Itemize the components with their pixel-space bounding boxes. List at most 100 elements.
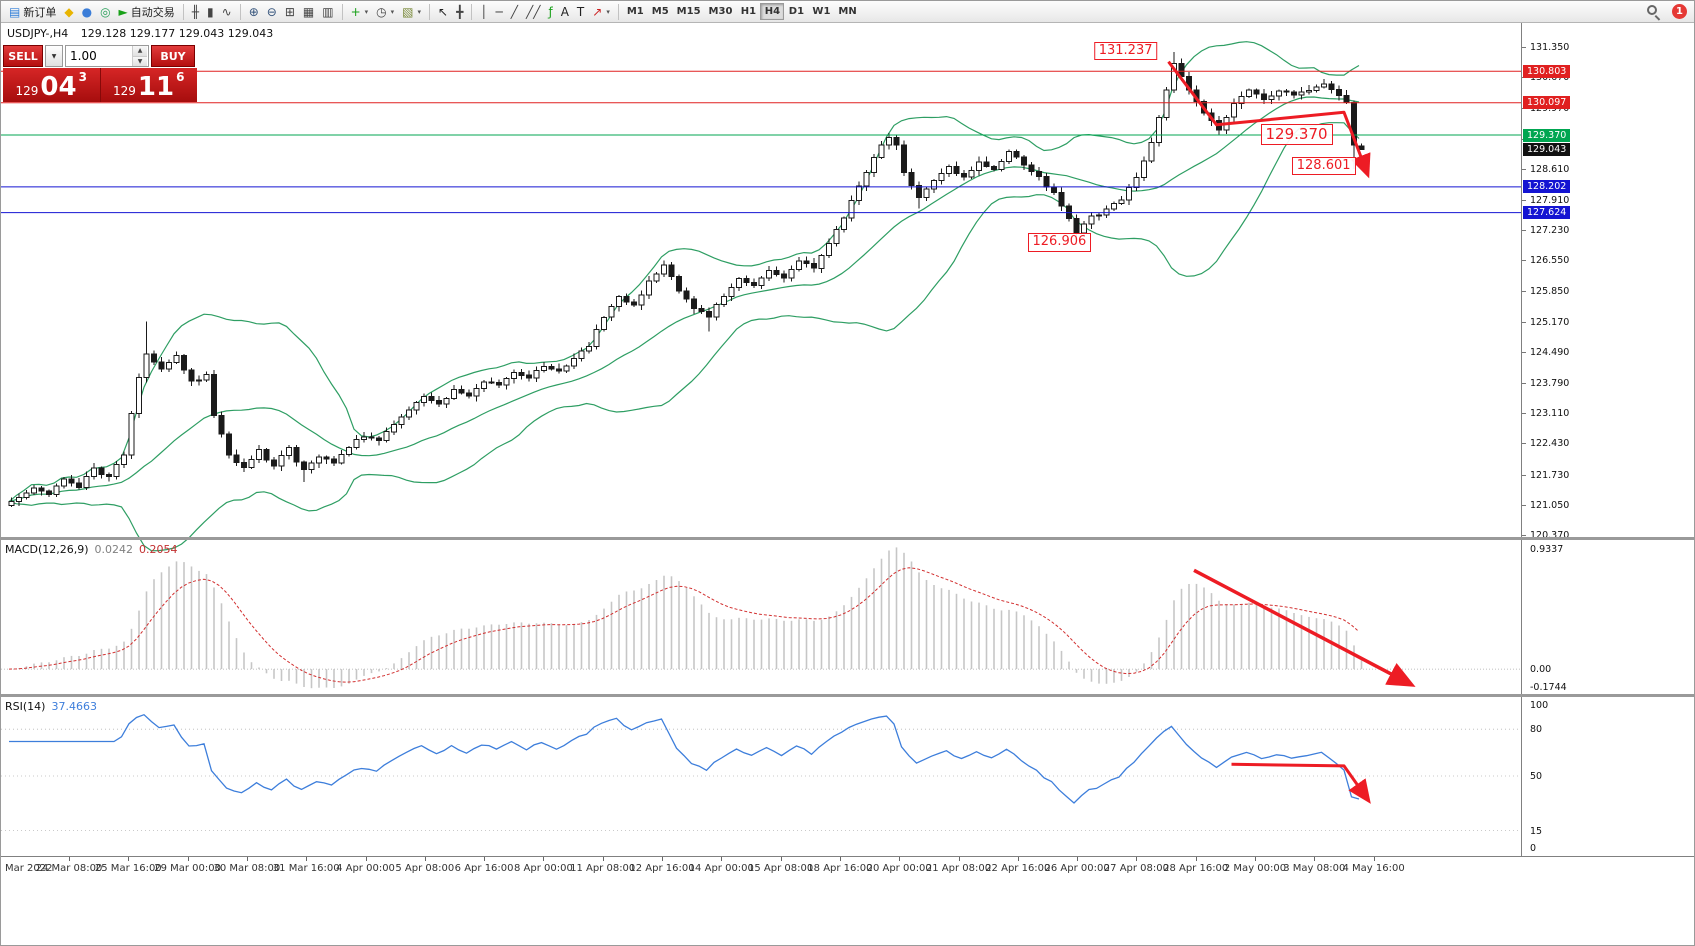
templates-icon: ▧	[402, 4, 414, 19]
buy-price[interactable]: 129 11 6	[100, 68, 197, 102]
timeframe-w1-button[interactable]: W1	[808, 3, 834, 20]
chart-title: USDJPY-,H4 129.128 129.177 129.043 129.0…	[7, 27, 273, 40]
price-scale-tick	[1522, 199, 1526, 201]
volume-input[interactable]	[66, 46, 132, 66]
price-scale-tick	[1522, 351, 1526, 353]
panel-separator[interactable]	[1, 537, 1694, 540]
price-scale-label: 125.170	[1530, 316, 1570, 328]
community-icon: ◎	[100, 4, 111, 19]
equidistant-channel-button[interactable]: ╱╱	[522, 3, 544, 21]
buy-price-big: 129	[113, 84, 136, 98]
price-scale[interactable]: 131.350130.670129.970129.290128.610127.9…	[1521, 1, 1694, 856]
metaeditor-button[interactable]: ◆	[60, 3, 77, 21]
trade-panel-controls: SELL ▼ ▲ ▼ BUY	[3, 45, 197, 67]
auto-scroll-button[interactable]: ▥	[318, 3, 337, 21]
time-axis-tick	[246, 857, 248, 861]
macd-scale-label: 0.00	[1530, 664, 1552, 676]
time-axis-label: 3 May 08:00	[1283, 863, 1346, 874]
time-axis-tick	[69, 857, 70, 861]
timeframe-h1-button[interactable]: H1	[736, 3, 760, 20]
arrows-button[interactable]: ↗ ▾	[588, 3, 614, 21]
time-axis-tick	[543, 857, 545, 861]
rsi-name: RSI(14)	[5, 700, 46, 713]
toolbar-separator	[617, 3, 619, 20]
cascade-windows-icon: ▦	[302, 4, 315, 19]
ohlc-values: 129.128 129.177 129.043 129.043	[80, 27, 274, 40]
buy-button[interactable]: BUY	[151, 45, 195, 67]
equidistant-channel-icon: ╱╱	[526, 4, 541, 19]
sell-button[interactable]: SELL	[3, 45, 43, 67]
volume-preset-dropdown[interactable]: ▼	[45, 45, 63, 67]
trendline-button[interactable]: ╱	[507, 3, 522, 21]
indicators-button[interactable]: + ▾	[347, 3, 373, 21]
volume-decrease-button[interactable]: ▼	[133, 56, 147, 66]
candlestick-chart-button[interactable]: ▮	[203, 3, 218, 21]
timeframe-h4-button[interactable]: H4	[760, 3, 785, 20]
price-scale-label: 131.350	[1530, 42, 1570, 53]
search-icon[interactable]	[1645, 3, 1662, 21]
time-axis-tick	[662, 857, 663, 861]
auto-trading-button[interactable]: ► 自动交易	[115, 3, 179, 21]
sell-price-pips: 04	[40, 72, 77, 102]
cursor-button[interactable]: ↖	[434, 3, 452, 21]
time-axis[interactable]: Mar 2022 24 Mar 08:00 25 Mar 16:00 29 Mar 0…	[1, 856, 1694, 878]
chevron-down-icon: ▾	[390, 7, 395, 16]
price-scale-tick	[1522, 168, 1526, 170]
metaeditor-icon: ◆	[64, 4, 74, 19]
fibonacci-button[interactable]: ƒ	[544, 3, 556, 21]
timeframe-d1-button[interactable]: D1	[784, 3, 808, 20]
text-label-button[interactable]: T	[573, 3, 588, 21]
timeframe-mn-button[interactable]: MN	[834, 3, 860, 20]
toolbar-separator	[429, 3, 430, 20]
community-button[interactable]: ◎	[96, 3, 114, 21]
bar-chart-button[interactable]: ╫	[188, 3, 203, 21]
auto-trading-label: 自动交易	[130, 5, 175, 19]
periods-icon: ◷	[376, 4, 387, 19]
profile-button[interactable]: ●	[78, 3, 96, 21]
new-order-icon: ▤	[9, 4, 21, 19]
price-scale-tick	[1522, 230, 1526, 232]
time-axis-tick	[839, 857, 841, 861]
timeframe-m15-button[interactable]: M15	[673, 3, 705, 20]
price-scale-label: 121.050	[1530, 499, 1570, 511]
line-chart-button[interactable]: ∿	[218, 3, 236, 21]
timeframe-m5-button[interactable]: M5	[648, 3, 673, 20]
horizontal-line-icon: ─	[495, 4, 503, 19]
chevron-down-icon: ▾	[606, 7, 610, 16]
zoom-out-icon: ⊖	[266, 4, 277, 19]
volume-increase-button[interactable]: ▲	[133, 46, 147, 57]
timeframe-m30-button[interactable]: M30	[705, 3, 737, 20]
toolbar-separator	[341, 3, 343, 20]
time-axis-tick	[424, 857, 426, 861]
time-axis-tick	[1314, 857, 1316, 861]
cascade-windows-button[interactable]: ▦	[299, 3, 318, 21]
time-axis-tick	[899, 857, 901, 861]
price-scale-label: 120.370	[1530, 530, 1570, 541]
zoom-in-button[interactable]: ⊕	[245, 3, 263, 21]
price-level-tag: 130.097	[1523, 96, 1571, 110]
sell-price[interactable]: 129 04 3	[3, 68, 101, 102]
tile-windows-button[interactable]: ⊞	[281, 3, 299, 21]
price-scale-label: 126.550	[1530, 255, 1570, 267]
zoom-out-button[interactable]: ⊖	[263, 3, 281, 21]
price-scale-tick	[1522, 321, 1526, 323]
price-scale-tick	[1522, 504, 1526, 506]
time-axis-tick	[1195, 857, 1197, 861]
macd-scale-label: -0.1744	[1530, 682, 1567, 693]
crosshair-button[interactable]: ╋	[452, 3, 467, 21]
time-axis-label: 4 Apr 00:00	[336, 863, 395, 874]
time-axis-label: 26 Apr 00:00	[1044, 863, 1110, 874]
price-scale-label: 128.610	[1530, 163, 1570, 175]
horizontal-line-button[interactable]: ─	[492, 3, 507, 21]
text-button[interactable]: A	[557, 3, 573, 21]
timeframe-m1-button[interactable]: M1	[623, 3, 648, 20]
text-label-icon: T	[576, 4, 585, 19]
sell-price-point: 3	[78, 70, 87, 84]
new-order-button[interactable]: ▤ 新订单	[5, 3, 60, 21]
notification-badge[interactable]: 1	[1672, 4, 1687, 19]
vertical-line-button[interactable]: │	[476, 3, 491, 21]
panel-separator[interactable]	[1, 694, 1694, 697]
templates-button[interactable]: ▧ ▾	[398, 3, 425, 21]
periods-button[interactable]: ◷ ▾	[372, 3, 398, 21]
